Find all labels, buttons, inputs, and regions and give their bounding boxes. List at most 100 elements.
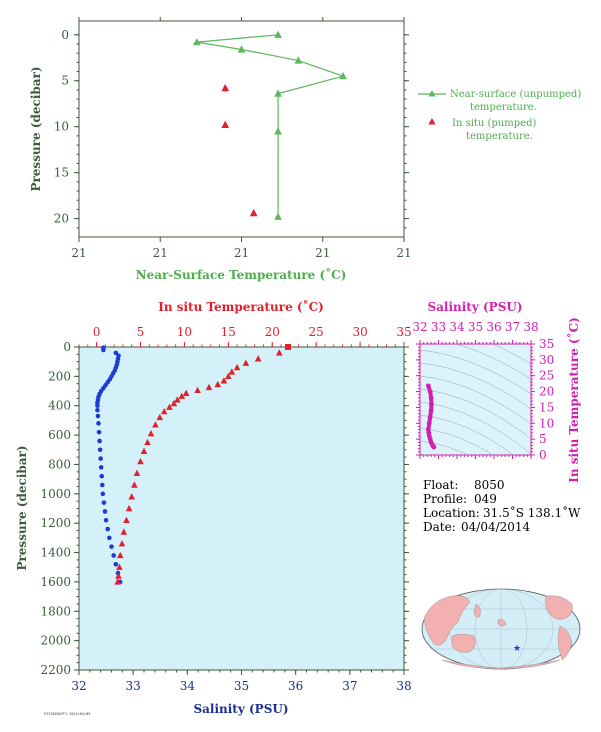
salinity-point <box>102 509 108 514</box>
pumped-temperature-point <box>249 208 258 217</box>
temperature-point <box>233 363 241 371</box>
float-value: 8050 <box>474 478 505 492</box>
profile-y-axis-label: Pressure (decibar) <box>15 445 29 570</box>
profile-axis-ticks: 32 33 34 35 36 37 38 0 5 10 15 20 25 30 35 0 200 400 600 80… <box>40 325 411 693</box>
pressure-tick-label: 600 <box>48 428 71 442</box>
temperature-point <box>140 447 148 454</box>
pressure-tick-label: 2000 <box>40 634 71 648</box>
legend-entry-1-line2: temperature. <box>470 102 537 113</box>
float-label: Float: <box>423 478 458 492</box>
ts-y-tick-label: 5 <box>539 432 547 446</box>
top-legend: Near-surface (unpumped) temperature. In … <box>418 89 581 142</box>
profile-plot-area <box>78 346 405 671</box>
salinity-point <box>113 561 119 567</box>
salinity-point <box>113 350 119 356</box>
temperature-point <box>116 551 124 559</box>
near-surface-point <box>274 127 282 135</box>
salinity-tick-label: 36 <box>288 679 303 693</box>
salinity-point <box>107 535 112 541</box>
near-surface-panel: 21 21 21 21 21 0 5 10 15 20 Near-Surface Temperat… <box>29 17 581 282</box>
ts-y-tick-label: 25 <box>539 369 554 383</box>
date-label: Date: <box>423 520 456 534</box>
pressure-tick-label: 2200 <box>40 663 71 677</box>
ts-point <box>427 389 433 394</box>
near-surface-line <box>196 34 346 217</box>
top-y-tick-label: 15 <box>54 166 69 180</box>
top-plot-marks <box>192 30 347 220</box>
top-axis-ticks: 21 21 21 21 21 0 5 10 15 20 <box>54 17 412 260</box>
temperature-point <box>174 396 181 403</box>
top-x-tick-label: 21 <box>396 246 411 260</box>
density-contour <box>420 362 531 410</box>
temperature-point <box>125 504 133 512</box>
near-surface-point <box>274 212 282 220</box>
pumped-temperature-point <box>221 83 230 92</box>
salinity-tick-label: 34 <box>180 679 196 693</box>
ts-point <box>429 401 434 407</box>
ts-x-tick-label: 34 <box>449 320 465 334</box>
profile-label: Profile: <box>423 492 467 506</box>
temperature-point <box>114 578 121 585</box>
temperature-point <box>147 430 155 437</box>
profile-panel: 32 33 34 35 36 37 38 0 5 10 15 20 25 30 35 0 200 400 600 80… <box>15 299 412 716</box>
ts-y-tick-label: 15 <box>539 400 554 414</box>
temperature-point <box>205 383 213 391</box>
legend-entry-2-line1: In situ (pumped) <box>452 118 536 129</box>
temperature-point <box>178 392 186 399</box>
temperature-point <box>275 349 283 356</box>
surface-temperature-marker <box>285 344 292 350</box>
location-value: 31.5˚S 138.1˚W <box>483 505 581 520</box>
date-value: 04/04/2014 <box>461 520 531 534</box>
ts-point <box>425 383 431 389</box>
temperature-tick-label: 35 <box>396 325 411 339</box>
temperature-point <box>156 413 164 421</box>
salinity-point <box>103 517 109 523</box>
temperature-point <box>254 355 262 362</box>
salinity-point <box>97 447 103 453</box>
top-y-tick-label: 10 <box>54 120 69 134</box>
salinity-point <box>101 500 107 505</box>
profile-plot-marks <box>95 343 292 585</box>
ts-y-tick-label: 0 <box>539 448 547 462</box>
salinity-point <box>97 438 102 444</box>
near-surface-point <box>237 45 246 53</box>
density-contour <box>492 344 531 365</box>
salinity-axis-label: Salinity (PSU) <box>193 702 288 716</box>
legend-triangle-green <box>428 90 436 97</box>
near-surface-point <box>294 56 303 64</box>
location-label: Location: <box>423 506 480 520</box>
salinity-point <box>109 544 114 549</box>
temperature-point <box>152 421 159 428</box>
temperature-point <box>137 457 144 465</box>
temperature-point <box>214 380 222 388</box>
temperature-point <box>131 481 138 488</box>
salinity-tick-label: 37 <box>342 679 357 693</box>
near-surface-point <box>274 30 282 38</box>
temperature-point <box>128 493 136 500</box>
top-y-tick-label: 20 <box>54 212 69 226</box>
footer-stamp: FSI7003A7F1 2014/04/09 <box>44 712 90 716</box>
temperature-point <box>120 528 128 535</box>
ts-y-tick-label: 30 <box>539 353 554 367</box>
temperature-point <box>144 438 151 446</box>
top-y-tick-label: 5 <box>61 74 69 88</box>
temperature-point <box>170 399 178 407</box>
map-location-marker: ★ <box>513 644 521 654</box>
ts-y-tick-label: 10 <box>539 416 554 430</box>
near-surface-point <box>339 71 347 80</box>
legend-entry-1-line1: Near-surface (unpumped) <box>450 89 581 100</box>
ts-x-tick-label: 33 <box>431 320 446 334</box>
salinity-point <box>100 491 106 497</box>
temperature-point <box>220 377 228 384</box>
top-y-axis-label: Pressure (decibar) <box>29 66 43 191</box>
temperature-point <box>242 359 250 366</box>
salinity-tick-label: 32 <box>71 679 86 693</box>
ts-y-axis-label: In situ Temperature (˚C) <box>566 317 581 483</box>
temperature-tick-label: 30 <box>352 325 367 339</box>
top-x-tick-label: 21 <box>153 246 168 260</box>
temperature-point <box>133 469 141 476</box>
pumped-temperature-point <box>221 120 230 129</box>
ts-x-tick-label: 35 <box>468 320 483 334</box>
